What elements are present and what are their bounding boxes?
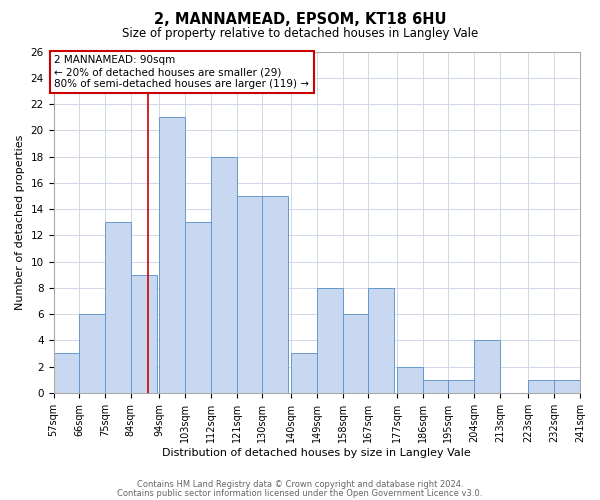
Bar [317,288,343,393]
Text: 2, MANNAMEAD, EPSOM, KT18 6HU: 2, MANNAMEAD, EPSOM, KT18 6HU [154,12,446,28]
Text: Contains public sector information licensed under the Open Government Licence v3: Contains public sector information licen… [118,488,482,498]
Bar [422,380,448,393]
Bar [262,196,288,393]
Bar [53,354,79,393]
Bar [397,366,422,393]
Bar [368,288,394,393]
Bar [79,314,105,393]
Y-axis label: Number of detached properties: Number of detached properties [15,134,25,310]
X-axis label: Distribution of detached houses by size in Langley Vale: Distribution of detached houses by size … [163,448,471,458]
Bar [529,380,554,393]
Text: 2 MANNAMEAD: 90sqm
← 20% of detached houses are smaller (29)
80% of semi-detache: 2 MANNAMEAD: 90sqm ← 20% of detached hou… [55,56,310,88]
Bar [554,380,580,393]
Text: Size of property relative to detached houses in Langley Vale: Size of property relative to detached ho… [122,28,478,40]
Bar [160,117,185,393]
Bar [185,222,211,393]
Bar [474,340,500,393]
Text: Contains HM Land Registry data © Crown copyright and database right 2024.: Contains HM Land Registry data © Crown c… [137,480,463,489]
Bar [343,314,368,393]
Bar [448,380,474,393]
Bar [291,354,317,393]
Bar [211,156,236,393]
Bar [131,274,157,393]
Bar [236,196,262,393]
Bar [105,222,131,393]
